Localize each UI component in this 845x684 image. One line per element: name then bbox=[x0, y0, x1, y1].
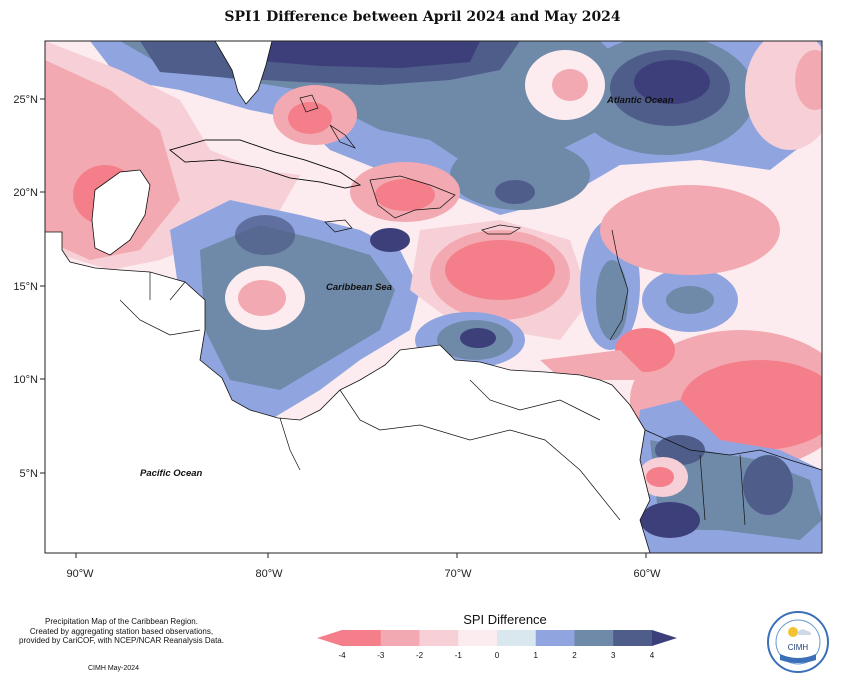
legend-tick-label: 1 bbox=[534, 651, 539, 660]
atlantic-ocean-label: Atlantic Ocean bbox=[606, 95, 674, 106]
legend-swatch bbox=[613, 630, 653, 646]
map-panel bbox=[45, 41, 822, 558]
pacific-ocean-label: Pacific Ocean bbox=[140, 468, 203, 479]
legend-tick-labels: -4 -3 -2 -1 0 1 2 3 4 bbox=[338, 651, 654, 660]
legend-tick-label: -3 bbox=[377, 651, 385, 660]
legend-title: SPI Difference bbox=[463, 612, 547, 627]
legend-swatch bbox=[458, 630, 498, 646]
footer-note: Precipitation Map of the Caribbean Regio… bbox=[14, 617, 229, 646]
caribbean-sea-label: Caribbean Sea bbox=[326, 282, 392, 293]
x-tick-label-60w: 60°W bbox=[633, 568, 661, 580]
footer-line-1: Precipitation Map of the Caribbean Regio… bbox=[45, 617, 198, 626]
legend-tick-label: 2 bbox=[572, 651, 577, 660]
y-tick-label-15n: 15°N bbox=[13, 281, 38, 293]
legend-tick-label: 4 bbox=[650, 651, 655, 660]
legend-swatch bbox=[419, 630, 459, 646]
frame-ticks bbox=[76, 553, 646, 558]
y-tick-label-20n: 20°N bbox=[13, 187, 38, 199]
legend-tick-label: -1 bbox=[455, 651, 463, 660]
florida-landmass bbox=[214, 41, 273, 105]
legend-swatch bbox=[574, 630, 614, 646]
x-tick-label-90w: 90°W bbox=[66, 568, 94, 580]
legend-tick-label: 0 bbox=[495, 651, 500, 660]
map-title: SPI1 Difference between April 2024 and M… bbox=[224, 9, 621, 25]
water-icon bbox=[780, 654, 816, 663]
sun-icon bbox=[788, 627, 798, 637]
y-tick-label-5n: 5°N bbox=[20, 468, 39, 480]
legend-tick-label: 3 bbox=[611, 651, 616, 660]
map-frame bbox=[44, 40, 823, 554]
legend-swatch bbox=[535, 630, 575, 646]
legend-tick-label: -4 bbox=[338, 651, 346, 660]
footer-credit: CIMH May-2024 bbox=[88, 665, 139, 672]
legend-arrow-low bbox=[317, 630, 342, 646]
x-tick-label-80w: 80°W bbox=[255, 568, 283, 580]
footer-line-3: provided by CariCOF, with NCEP/NCAR Rean… bbox=[19, 636, 224, 645]
cimh-logo: CIMH bbox=[767, 611, 829, 673]
yucatan-landmass bbox=[91, 169, 151, 256]
legend-colorbar bbox=[317, 630, 677, 646]
coastlines bbox=[119, 94, 822, 526]
y-tick-label-10n: 10°N bbox=[13, 374, 38, 386]
legend-swatch bbox=[342, 630, 382, 646]
legend-tick-label: -2 bbox=[416, 651, 424, 660]
axis-ticks bbox=[40, 98, 647, 558]
logo-text: CIMH bbox=[788, 643, 809, 652]
legend-arrow-high bbox=[652, 630, 677, 646]
x-tick-label-70w: 70°W bbox=[444, 568, 472, 580]
cloud-icon bbox=[798, 629, 811, 635]
footer-line-2: Created by aggregating station based obs… bbox=[29, 626, 214, 636]
legend-swatch bbox=[380, 630, 420, 646]
legend-swatch bbox=[497, 630, 537, 646]
y-tick-label-25n: 25°N bbox=[13, 94, 38, 106]
